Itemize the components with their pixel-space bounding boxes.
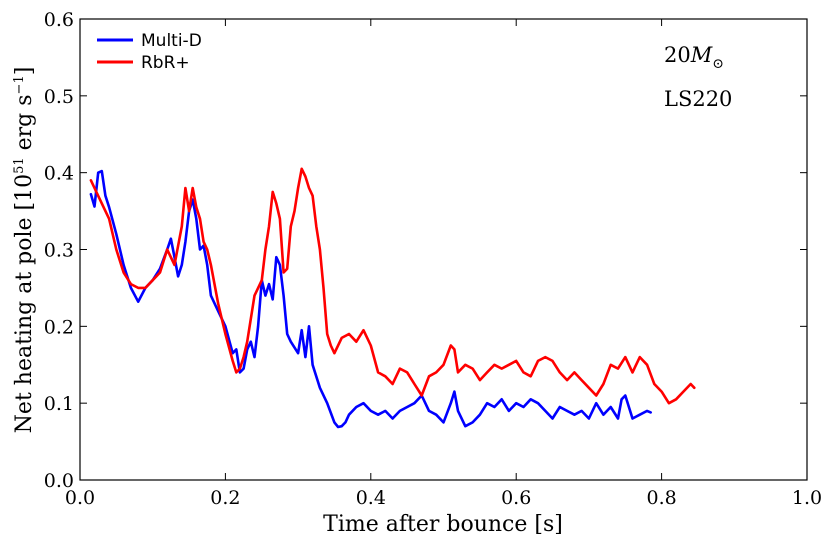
legend-label-multi-d: Multi-D [141, 31, 202, 51]
y-tick-label: 0.3 [44, 240, 74, 262]
axis-ticks: 0.0 0.2 0.4 0.6 0.8 1.0 0.0 0.1 0.2 0.3 0.4 0.5 0.6 [44, 9, 822, 509]
x-tick-label: 0.8 [646, 487, 676, 509]
x-tick-label: 0.0 [65, 487, 95, 509]
series-line-multi-d [89, 169, 653, 429]
series-layer [89, 167, 696, 429]
y-tick-label: 0.1 [44, 393, 74, 415]
annotation-eos: LS220 [664, 87, 732, 111]
x-tick-label: 0.4 [356, 487, 386, 509]
y-tick-label: 0.2 [44, 316, 74, 338]
series-line-rbr- [89, 167, 696, 405]
y-tick-label: 0.6 [44, 9, 74, 31]
x-tick-label: 0.6 [501, 487, 531, 509]
y-tick-label: 0.4 [44, 163, 74, 185]
x-tick-label: 0.2 [210, 487, 240, 509]
legend-label-rbr: RbR+ [141, 53, 190, 73]
y-axis-title: Net heating at pole [1051 erg s−1] [12, 67, 37, 434]
x-axis-title: Time after bounce [s] [323, 512, 563, 537]
y-tick-label: 0.5 [44, 86, 74, 108]
x-tick-label: 1.0 [792, 487, 822, 509]
legend: Multi-D RbR+ [97, 31, 202, 73]
y-tick-label: 0.0 [44, 470, 74, 492]
annotation-mass: 20M⊙ [664, 43, 724, 72]
